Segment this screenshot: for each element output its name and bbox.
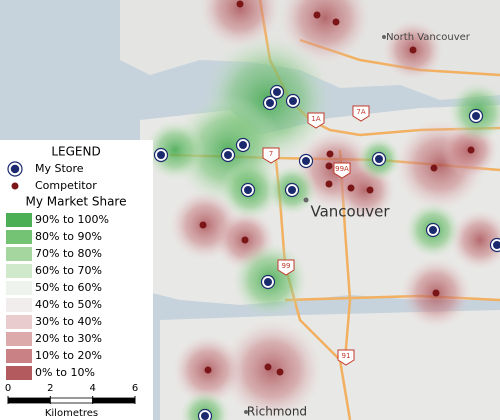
legend-swatch [6, 349, 32, 363]
market-area-high [180, 390, 230, 420]
route-shield [277, 259, 295, 276]
competitor [430, 164, 438, 172]
legend-swatch [6, 247, 32, 261]
scale-tick-label: 2 [47, 383, 53, 394]
route-shield [262, 147, 280, 164]
route-label: 1A [311, 115, 320, 123]
scale-segment [92, 397, 136, 404]
store [493, 241, 500, 249]
legend-class-label: 50% to 60% [35, 281, 102, 294]
legend-title: LEGEND [51, 145, 100, 159]
scale-tick-label: 6 [132, 383, 138, 394]
route-shield [307, 112, 325, 129]
legend-class-label: 30% to 40% [35, 315, 102, 328]
competitor [325, 180, 333, 188]
legend-class-label: 90% to 100% [35, 213, 109, 226]
scale-unit: Kilometres [45, 408, 98, 419]
competitor [204, 366, 212, 374]
market-area-low [222, 320, 322, 420]
store [429, 226, 437, 234]
competitor [199, 221, 207, 229]
store [264, 278, 272, 286]
place-dot [382, 35, 386, 39]
legend-class-label: 10% to 20% [35, 349, 102, 362]
store [157, 151, 165, 159]
legend-class-label: 70% to 80% [35, 247, 102, 260]
competitor [276, 368, 284, 376]
store [224, 151, 232, 159]
scale-tick-label: 4 [89, 383, 95, 394]
route-shield [352, 105, 370, 122]
legend-swatch [6, 281, 32, 295]
competitor [236, 0, 244, 8]
scale-segment [7, 397, 51, 404]
competitor [325, 162, 333, 170]
place-label: Richmond [247, 405, 307, 419]
route-label: 99A [335, 165, 349, 173]
competitor [409, 46, 417, 54]
legend-class-label: 40% to 50% [35, 298, 102, 311]
route-label: 91 [342, 352, 351, 360]
legend-class-label: 80% to 90% [35, 230, 102, 243]
route-label: 7 [269, 150, 273, 158]
legend-swatch [6, 315, 32, 329]
store [289, 97, 297, 105]
store [273, 88, 281, 96]
legend-class-label: 20% to 30% [35, 332, 102, 345]
store [375, 155, 383, 163]
competitor [432, 289, 440, 297]
place-label: Vancouver [311, 203, 391, 221]
market-area-high [145, 120, 205, 180]
store-symbol [9, 163, 21, 175]
store [239, 141, 247, 149]
legend-store: My Store [35, 162, 84, 175]
legend: LEGEND My Store Competitor My Market Sha… [0, 140, 153, 420]
route-shield [337, 349, 355, 366]
competitor [241, 236, 249, 244]
store [288, 186, 296, 194]
competitor [264, 363, 272, 371]
route-shield [333, 162, 351, 179]
legend-swatch [6, 298, 32, 312]
scale-tick-label: 0 [5, 383, 11, 394]
competitor-symbol [11, 182, 19, 190]
scale-segment [49, 397, 94, 404]
competitor [467, 146, 475, 154]
legend-swatch [6, 264, 32, 278]
place-dot [244, 410, 248, 414]
market-area-low [450, 210, 500, 270]
legend-share-title: My Market Share [26, 195, 127, 209]
legend-swatch [6, 213, 32, 227]
competitor [347, 184, 355, 192]
competitor [326, 150, 334, 158]
store [201, 412, 209, 420]
legend-class-label: 0% to 10% [35, 366, 95, 379]
route-label: 7A [356, 108, 365, 116]
store [472, 112, 480, 120]
legend-class-label: 60% to 70% [35, 264, 102, 277]
competitor [366, 186, 374, 194]
store [266, 99, 274, 107]
competitor [332, 18, 340, 26]
store [244, 186, 252, 194]
legend-competitor: Competitor [35, 179, 97, 192]
store [302, 157, 310, 165]
place-label: North Vancouver [386, 32, 471, 43]
place-dot [303, 197, 309, 203]
legend-swatch [6, 230, 32, 244]
legend-swatch [6, 332, 32, 346]
route-label: 99 [282, 262, 291, 270]
store-symbol-ring [7, 161, 23, 177]
legend-swatch [6, 366, 32, 380]
competitor [313, 11, 321, 19]
